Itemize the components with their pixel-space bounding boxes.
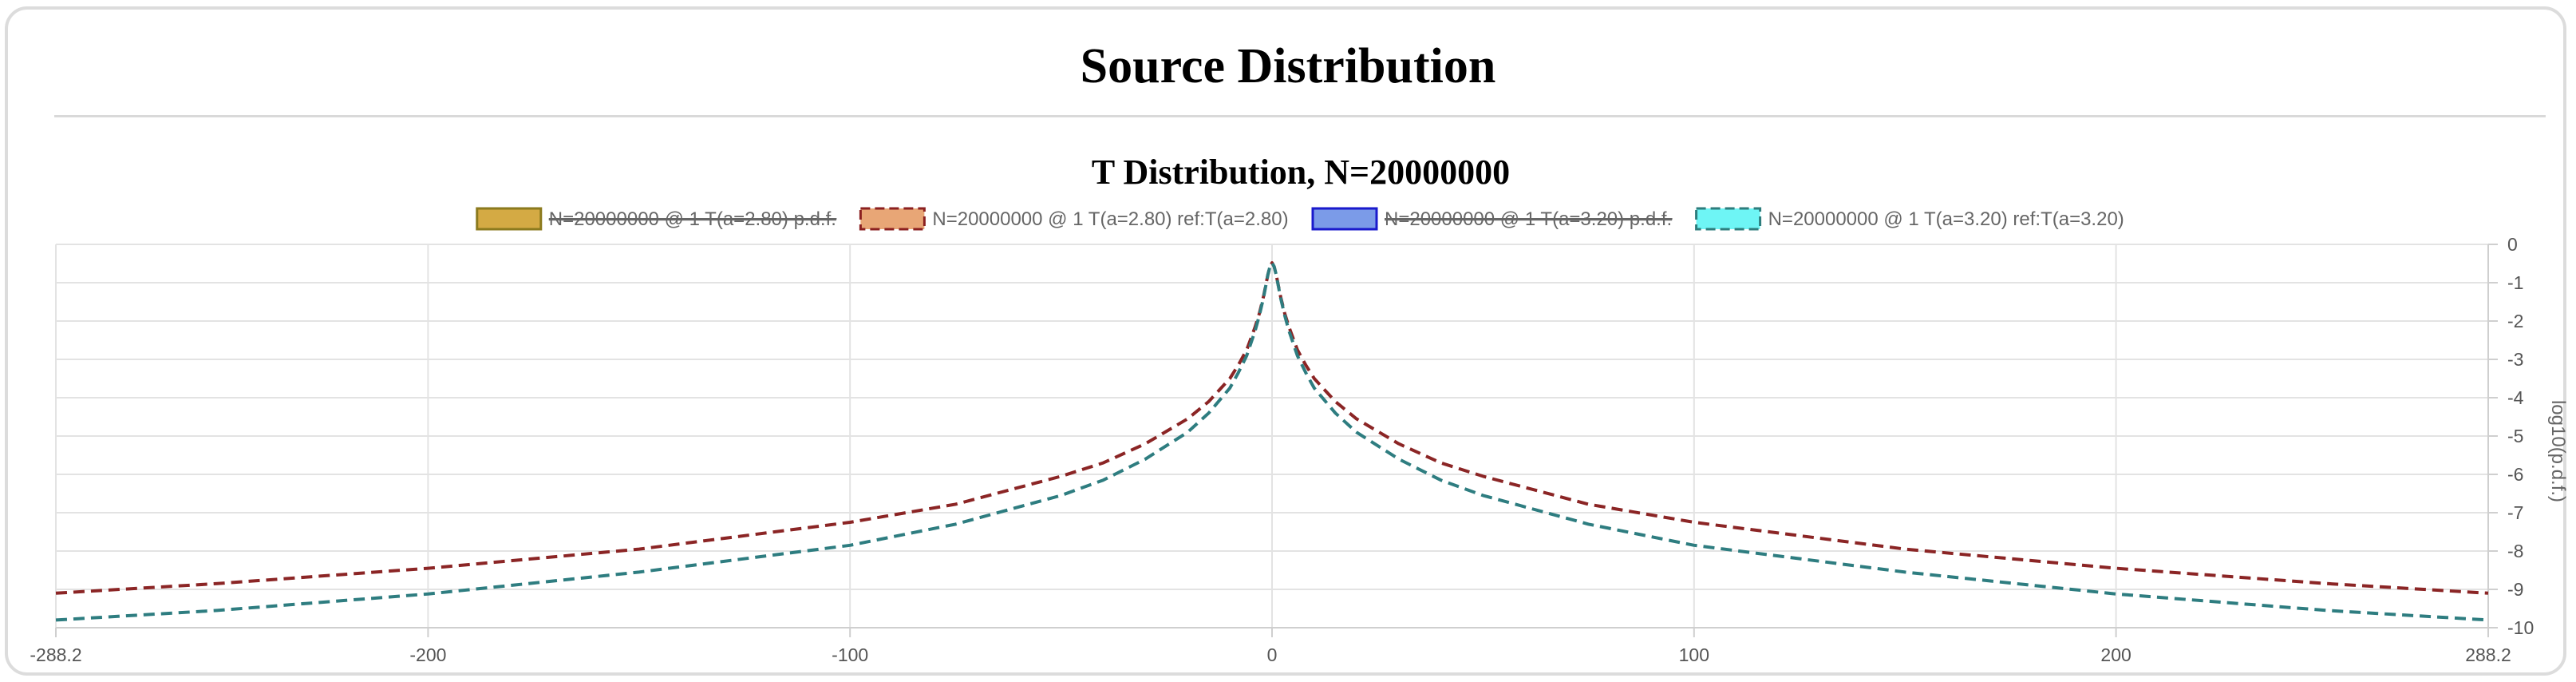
y-tick-label: -3 <box>2507 349 2523 370</box>
legend-item[interactable]: N=20000000 @ 1 T(a=3.20) ref:T(a=3.20) <box>1695 207 2124 231</box>
y-tick-label: -9 <box>2507 579 2523 600</box>
legend-swatch <box>1695 207 1762 231</box>
legend-label: N=20000000 @ 1 T(a=2.80) ref:T(a=2.80) <box>932 208 1288 230</box>
x-tick-label: 100 <box>1679 644 1709 665</box>
y-tick-label: -2 <box>2507 311 2523 331</box>
legend: N=20000000 @ 1 T(a=2.80) p.d.f. N=2000000… <box>476 207 2124 231</box>
y-tick-label: -4 <box>2507 387 2524 408</box>
grid <box>55 244 2498 637</box>
x-tick-label: 288.2 <box>2465 644 2511 665</box>
series-line <box>55 261 2489 622</box>
legend-swatch <box>859 207 926 231</box>
legend-item[interactable]: N=20000000 @ 1 T(a=2.80) p.d.f. <box>476 207 837 231</box>
y-axis-title: log10(p.d.f.) <box>2547 400 2569 502</box>
x-axis: -288.2 -200 -100 0 100 200 288.2 <box>30 644 2511 665</box>
chart-card <box>5 6 2566 676</box>
y-axis: 0 -1 -2 -3 -4 -5 -6 -7 -8 -9 -10 <box>2507 234 2534 638</box>
y-tick-label: -6 <box>2507 464 2523 485</box>
y-tick-label: -5 <box>2507 426 2523 446</box>
title-divider <box>54 115 2546 117</box>
y-tick-label: -1 <box>2507 272 2523 293</box>
y-tick-label: -8 <box>2507 541 2523 561</box>
chart-title: T Distribution, N=20000000 <box>1092 153 1510 192</box>
legend-item[interactable]: N=20000000 @ 1 T(a=3.20) p.d.f. <box>1311 207 1673 231</box>
page-title: Source Distribution <box>1080 39 1496 93</box>
y-tick-label: 0 <box>2507 234 2518 255</box>
y-tick-label: -7 <box>2507 502 2523 523</box>
series-group <box>55 261 2489 622</box>
x-tick-label: -288.2 <box>30 644 81 665</box>
legend-item[interactable]: N=20000000 @ 1 T(a=2.80) ref:T(a=2.80) <box>859 207 1289 231</box>
legend-label: N=20000000 @ 1 T(a=3.20) ref:T(a=3.20) <box>1768 208 2124 230</box>
legend-swatch <box>1311 207 1378 231</box>
x-tick-label: -100 <box>832 644 868 665</box>
series-line <box>55 261 2489 595</box>
x-tick-label: 0 <box>1267 644 1278 665</box>
x-tick-label: 200 <box>2100 644 2131 665</box>
x-tick-label: -200 <box>409 644 446 665</box>
y-tick-label: -10 <box>2507 617 2534 638</box>
legend-swatch <box>476 207 543 231</box>
